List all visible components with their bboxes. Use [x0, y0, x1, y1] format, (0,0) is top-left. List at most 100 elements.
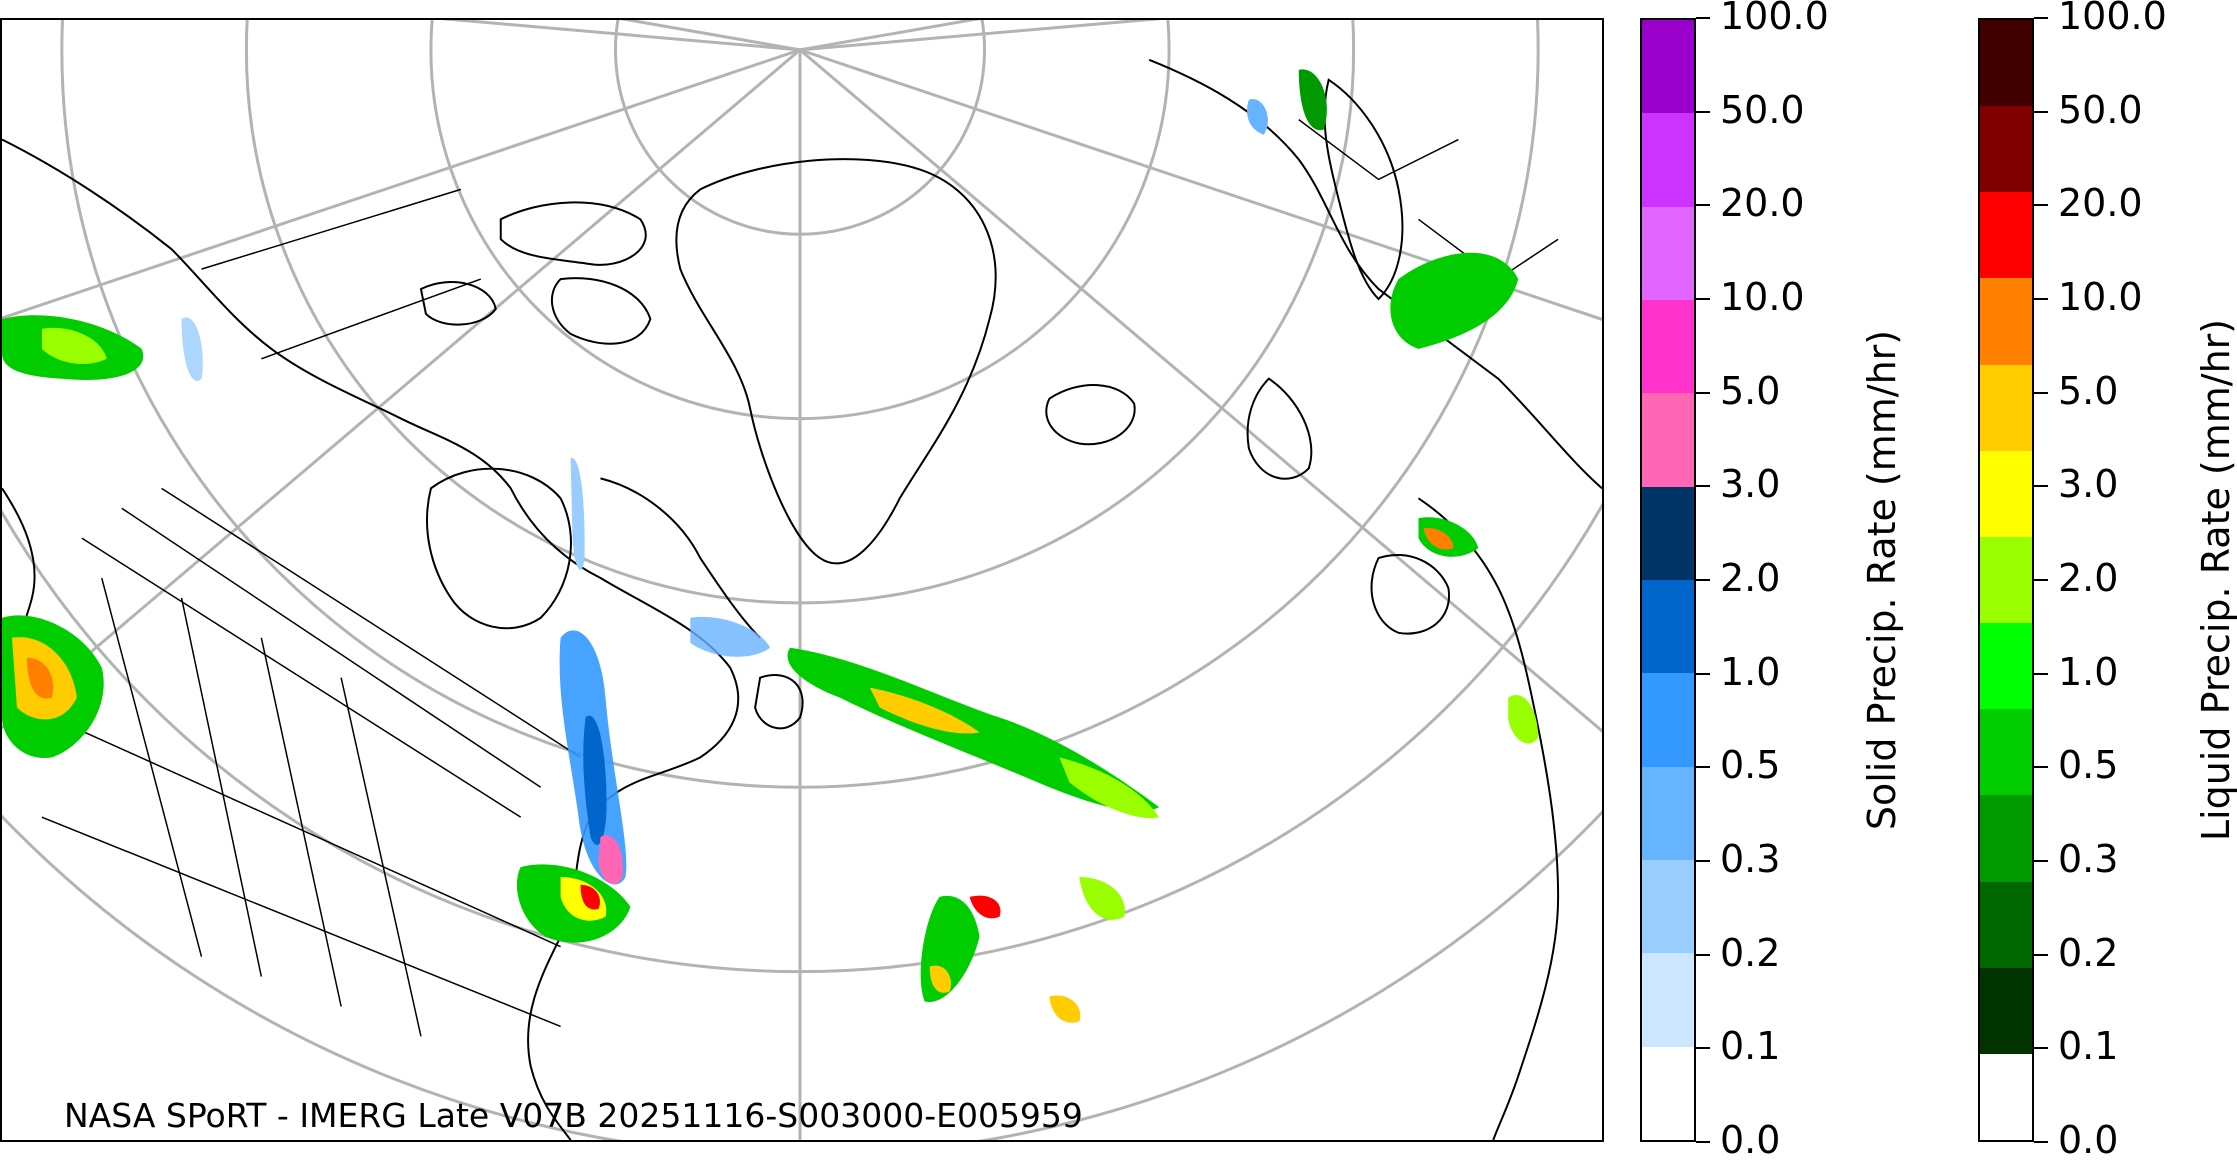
- colorbar-segment: [1642, 486, 1694, 581]
- colorbar-tick-label: 0.0: [2058, 1118, 2119, 1162]
- colorbar-tick-label: 2.0: [1720, 556, 1781, 600]
- iceland-coast: [1045, 383, 1136, 446]
- labrador-coast: [600, 477, 804, 730]
- colorbar-tick-label: 0.3: [1720, 837, 1781, 881]
- colorbar-tick: [2034, 672, 2048, 675]
- colorbar-segment: [1642, 300, 1694, 394]
- meridian: [799, 20, 1161, 52]
- solid-precip-colorbar: [1640, 18, 1696, 1142]
- colorbar-tick-label: 10.0: [2058, 275, 2143, 319]
- liquid-precip-colorbar-label: Liquid Precip. Rate (mm/hr): [2194, 318, 2237, 842]
- colorbar-segment: [1980, 19, 2032, 107]
- meridian: [620, 20, 801, 52]
- colorbar-tick: [1696, 17, 1710, 19]
- scandinavia-coast: [1323, 78, 1404, 301]
- colorbar-tick: [1696, 485, 1710, 488]
- colorbar-tick: [1696, 672, 1710, 675]
- meridian: [440, 20, 801, 52]
- colorbar-segment: [1980, 364, 2032, 451]
- colorbar-segment: [1980, 795, 2032, 882]
- liquid-precip-colorbar: [1978, 18, 2034, 1142]
- meridian: [2, 48, 801, 730]
- colorbar-tick-label: 0.3: [2058, 837, 2119, 881]
- colorbar-tick-label: 50.0: [1720, 87, 1805, 132]
- colorbar-tick-label: 20.0: [2058, 181, 2143, 226]
- colorbar-tick: [2034, 1047, 2048, 1050]
- meridian: [799, 48, 1602, 321]
- africa-coast: [1417, 497, 1560, 1140]
- colorbar-tick-label: 0.2: [2058, 930, 2119, 975]
- colorbar-tick-label: 3.0: [1720, 462, 1781, 507]
- colorbar-segment: [1980, 450, 2032, 537]
- colorbar-tick-label: 100.0: [2058, 0, 2167, 38]
- product-caption: NASA SPoRT - IMERG Late V07B 20251116-S0…: [64, 1096, 1083, 1135]
- colorbar-segment: [1980, 967, 2032, 1054]
- colorbar-segment: [1980, 1053, 2032, 1140]
- colorbar-segment: [1980, 278, 2032, 365]
- meridian: [2, 48, 801, 320]
- iberia-coast: [1370, 553, 1451, 635]
- hudson-bay-coast: [426, 467, 572, 630]
- precipitation-map: [2, 20, 1602, 1140]
- colorbar-tick-label: 50.0: [2058, 87, 2143, 132]
- colorbar-tick-label: 0.2: [1720, 930, 1781, 975]
- colorbar-segment: [1642, 113, 1694, 207]
- arctic-islands-coast: [419, 201, 652, 345]
- colorbar-segment: [1980, 623, 2032, 710]
- colorbar-tick-label: 20.0: [1720, 181, 1805, 226]
- colorbar-segment: [1642, 953, 1694, 1047]
- colorbar-tick-label: 2.0: [2058, 556, 2119, 600]
- colorbar-segment: [1642, 1046, 1694, 1140]
- colorbar-tick: [1696, 1141, 1710, 1143]
- solid-precip-colorbar-label: Solid Precip. Rate (mm/hr): [1860, 329, 1904, 831]
- colorbar-tick: [1696, 391, 1710, 394]
- liquid-precipitation-areas: [2, 69, 1539, 1023]
- colorbar-tick: [2034, 579, 2048, 581]
- colorbar-tick-label: 1.0: [1720, 649, 1781, 694]
- colorbar-segment: [1980, 192, 2032, 279]
- colorbar-tick: [1696, 298, 1710, 300]
- map-panel: [0, 18, 1604, 1142]
- meridian: [799, 48, 1602, 733]
- colorbar-tick-label: 0.5: [1720, 743, 1781, 788]
- colorbar-tick: [1696, 953, 1710, 956]
- colorbar-tick-label: 1.0: [2058, 649, 2119, 694]
- colorbar-segment: [1642, 673, 1694, 767]
- colorbar-tick: [2034, 391, 2048, 394]
- colorbar-tick-label: 0.5: [2058, 743, 2119, 788]
- colorbar-tick-label: 0.0: [1720, 1118, 1781, 1162]
- colorbar-tick: [1696, 204, 1710, 207]
- coastlines: [2, 58, 1602, 1140]
- latitude-circle: [2, 502, 1602, 973]
- colorbar-tick-label: 3.0: [2058, 462, 2119, 507]
- solid-precipitation-areas: [181, 99, 1268, 885]
- graticule: [2, 20, 1602, 1140]
- colorbar-segment: [1980, 106, 2032, 193]
- colorbar-tick-label: 100.0: [1720, 0, 1829, 38]
- colorbar-tick-label: 0.1: [2058, 1024, 2119, 1069]
- colorbar-segment: [1642, 580, 1694, 674]
- colorbar-segment: [1642, 860, 1694, 954]
- colorbar-tick-label: 5.0: [1720, 368, 1781, 413]
- colorbar-tick: [2034, 766, 2048, 769]
- colorbar-tick: [2034, 860, 2048, 862]
- colorbar-tick: [1696, 860, 1710, 862]
- colorbar-tick: [1696, 766, 1710, 769]
- colorbar-tick: [2034, 204, 2048, 207]
- colorbar-tick: [2034, 17, 2048, 19]
- colorbar-tick: [2034, 298, 2048, 300]
- colorbar-tick: [1696, 110, 1710, 113]
- colorbar-tick: [2034, 485, 2048, 488]
- colorbar-tick: [1696, 579, 1710, 581]
- colorbar-tick-label: 10.0: [1720, 275, 1805, 319]
- colorbar-tick: [1696, 1047, 1710, 1050]
- colorbar-tick-label: 0.1: [1720, 1024, 1781, 1069]
- colorbar-segment: [1642, 20, 1694, 114]
- colorbar-tick: [2034, 110, 2048, 113]
- colorbar-segment: [1642, 206, 1694, 301]
- meridian: [799, 20, 980, 52]
- colorbar-tick-label: 5.0: [2058, 368, 2119, 413]
- colorbar-segment: [1642, 766, 1694, 861]
- colorbar-segment: [1642, 393, 1694, 487]
- colorbar-tick: [2034, 1141, 2048, 1143]
